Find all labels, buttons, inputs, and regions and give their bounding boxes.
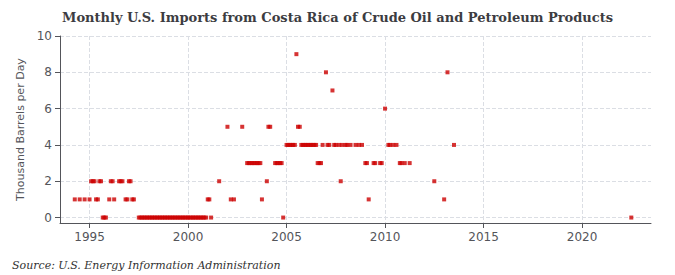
svg-text:10: 10 (37, 29, 52, 43)
svg-text:8: 8 (44, 65, 52, 79)
svg-text:2000: 2000 (173, 230, 204, 244)
svg-text:2010: 2010 (370, 230, 401, 244)
svg-text:Source: U.S. Energy Informatio: Source: U.S. Energy Information Administ… (12, 259, 280, 272)
svg-text:2: 2 (44, 174, 52, 188)
svg-text:Monthly U.S. Imports from Cost: Monthly U.S. Imports from Costa Rica of … (62, 10, 613, 25)
svg-text:2015: 2015 (468, 230, 499, 244)
svg-text:2005: 2005 (271, 230, 302, 244)
svg-text:0: 0 (44, 211, 52, 225)
svg-text:2020: 2020 (567, 230, 598, 244)
svg-text:6: 6 (44, 102, 52, 116)
svg-text:4: 4 (44, 138, 52, 152)
svg-text:Thousand Barrels per Day: Thousand Barrels per Day (14, 58, 27, 202)
svg-text:1995: 1995 (74, 230, 105, 244)
